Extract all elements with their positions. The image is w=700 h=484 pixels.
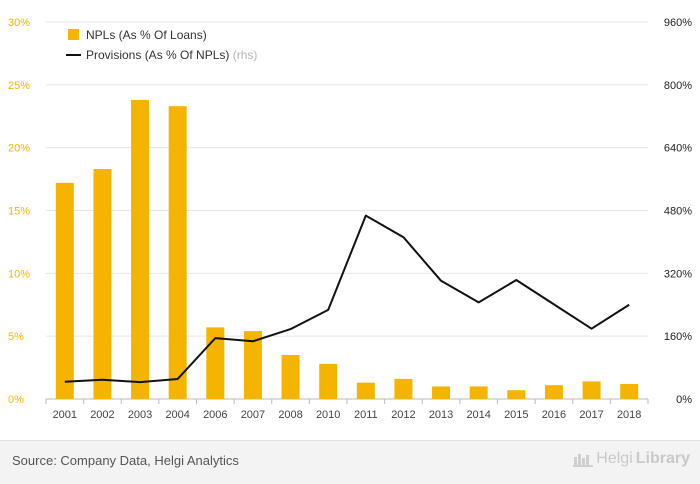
x-axis-tick-label: 2006 bbox=[203, 409, 227, 421]
left-axis-tick-label: 20% bbox=[8, 143, 30, 155]
left-axis-tick-label: 15% bbox=[8, 206, 30, 218]
x-axis-tick-label: 2004 bbox=[165, 409, 189, 421]
x-axis-tick-label: 2013 bbox=[429, 409, 453, 421]
brand-name-library: Library bbox=[636, 450, 690, 468]
x-axis-tick-label: 2018 bbox=[617, 409, 641, 421]
npl-bar bbox=[93, 169, 111, 399]
npl-bar bbox=[56, 183, 74, 399]
x-axis-tick-label: 2012 bbox=[391, 409, 415, 421]
left-axis-tick-label: 30% bbox=[8, 17, 30, 29]
npl-bar bbox=[319, 364, 337, 399]
npl-bar bbox=[282, 355, 300, 399]
npl-bar bbox=[545, 385, 563, 399]
x-axis-tick-label: 2003 bbox=[128, 409, 152, 421]
x-axis-tick-label: 2007 bbox=[241, 409, 265, 421]
legend-swatch-npl bbox=[68, 29, 79, 40]
right-axis-tick-label: 0% bbox=[676, 394, 692, 406]
npl-bar bbox=[357, 383, 375, 399]
npl-bar bbox=[169, 106, 187, 399]
right-axis-tick-label: 160% bbox=[664, 331, 692, 343]
npl-bar bbox=[470, 386, 488, 399]
npl-bar bbox=[131, 100, 149, 399]
x-axis-tick-label: 2016 bbox=[542, 409, 566, 421]
chart-area: 0% 5% 10% 15% 20% 25% 30% 0% 160% 320% 480% 640% 800… bbox=[0, 0, 700, 440]
legend-label-provisions-name: Provisions (As % Of NPLs) bbox=[86, 48, 229, 62]
npl-bar bbox=[507, 390, 525, 399]
left-axis-tick-label: 10% bbox=[8, 268, 30, 280]
right-axis-tick-label: 480% bbox=[664, 206, 692, 218]
x-axis-tick-label: 2001 bbox=[53, 409, 77, 421]
combo-chart: 0% 5% 10% 15% 20% 25% 30% 0% 160% 320% 480% 640% 800… bbox=[0, 0, 700, 440]
legend-label-provisions: Provisions (As % Of NPLs) (rhs) bbox=[86, 48, 257, 62]
legend-label-npl: NPLs (As % Of Loans) bbox=[86, 28, 207, 42]
legend: NPLs (As % Of Loans) Provisions (As % Of… bbox=[66, 28, 257, 62]
brand-name-helgi: Helgi bbox=[596, 450, 632, 468]
right-axis-tick-label: 640% bbox=[664, 143, 692, 155]
x-axis-tick-label: 2002 bbox=[90, 409, 114, 421]
left-axis-tick-label: 5% bbox=[8, 331, 24, 343]
x-axis-tick-label: 2008 bbox=[278, 409, 302, 421]
provisions-line bbox=[65, 216, 629, 383]
npl-bar bbox=[432, 386, 450, 399]
right-axis-tick-label: 320% bbox=[664, 268, 692, 280]
x-axis-tick-label: 2015 bbox=[504, 409, 528, 421]
x-axis-tick-label: 2017 bbox=[579, 409, 603, 421]
x-axis-tick-label: 2014 bbox=[466, 409, 490, 421]
npl-bar bbox=[394, 379, 412, 399]
provisions-line-path bbox=[65, 216, 629, 383]
legend-label-rhs: (rhs) bbox=[233, 48, 258, 62]
x-axis-tick-label: 2011 bbox=[354, 409, 378, 421]
x-axis-tick-label: 2010 bbox=[316, 409, 340, 421]
left-axis-tick-label: 0% bbox=[8, 394, 24, 406]
footer: Source: Company Data, Helgi Analytics He… bbox=[0, 440, 700, 484]
npl-bars bbox=[56, 100, 638, 399]
source-note: Source: Company Data, Helgi Analytics bbox=[12, 453, 239, 468]
library-icon bbox=[573, 451, 593, 467]
npl-bar bbox=[583, 381, 601, 399]
npl-bar bbox=[620, 384, 638, 399]
left-axis-tick-label: 25% bbox=[8, 80, 30, 92]
right-axis-tick-label: 800% bbox=[664, 80, 692, 92]
right-axis-tick-label: 960% bbox=[664, 17, 692, 29]
